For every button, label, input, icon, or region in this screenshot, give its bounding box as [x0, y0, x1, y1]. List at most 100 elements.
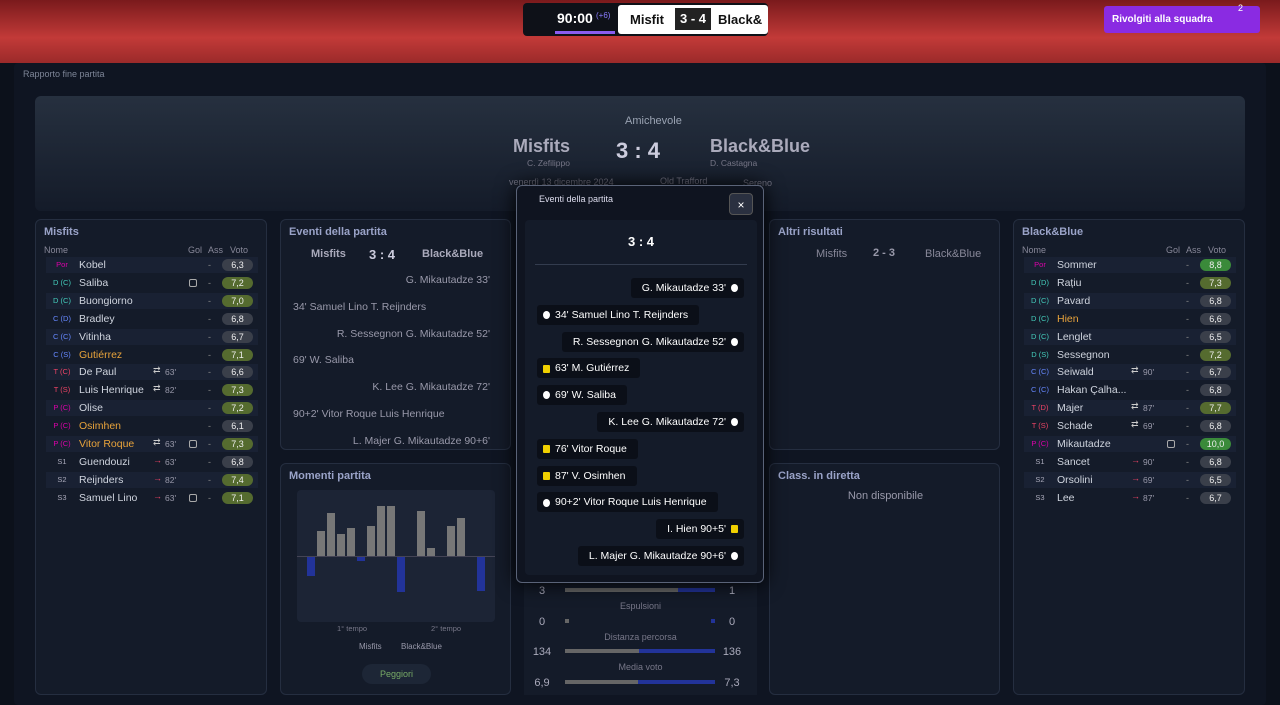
competition: Amichevole	[625, 115, 682, 127]
rating: 8,8	[1200, 259, 1231, 271]
rating: 6,5	[1200, 330, 1231, 343]
event-icon	[543, 311, 550, 320]
rating: 7,4	[222, 473, 253, 486]
bar	[397, 556, 405, 592]
position: C (D)	[53, 313, 71, 323]
score: 3 : 4	[616, 138, 661, 163]
home-team: Misfits	[512, 136, 570, 156]
stat-bar	[565, 619, 569, 623]
position: C (C)	[1031, 367, 1049, 377]
position: C (S)	[53, 349, 71, 359]
event-icon	[543, 445, 550, 454]
rating: 6,8	[1200, 420, 1231, 433]
event-text: 87' V. Osimhen	[555, 469, 626, 482]
column-header: Ass	[208, 245, 224, 255]
rating: 7,7	[1200, 402, 1231, 415]
bar	[417, 511, 425, 556]
event-icon	[543, 391, 550, 400]
position: S1	[1035, 456, 1045, 466]
team-button[interactable]: Rivolgiti alla squadra	[1104, 6, 1260, 33]
modal-title: Eventi della partita	[539, 194, 614, 204]
column-header: Voto	[1208, 245, 1227, 255]
bar	[477, 556, 485, 591]
event-icon	[731, 418, 738, 427]
event-icon	[543, 498, 550, 507]
player-row: P (C)Mikautadze--10,0	[1024, 436, 1236, 452]
player-name: Schade	[1057, 420, 1093, 433]
goals: -	[208, 385, 211, 396]
position: D (C)	[1031, 295, 1049, 305]
sub-icon: ⇄	[153, 365, 161, 376]
bar	[447, 526, 455, 556]
stat-away: 7,3	[724, 677, 740, 689]
rating: 7,3	[1200, 276, 1231, 289]
player-name: Osimhen	[79, 420, 122, 433]
axis	[297, 556, 495, 557]
event-chip: R. Sessegnon G. Mikautadze 52'	[561, 331, 744, 352]
panel-title: Misfits	[44, 226, 79, 238]
player-name: Buongiorno	[79, 294, 133, 307]
stat-bar	[565, 588, 678, 592]
rating: 6,7	[222, 330, 253, 343]
event-icon	[189, 440, 197, 448]
goals: -	[208, 456, 211, 467]
sub-minute: 63'	[165, 492, 177, 503]
rating: 6,6	[222, 366, 253, 379]
modal-body: 3 : 4 G. Mikautadze 33' 34' Samuel Lino T.…	[525, 220, 757, 575]
event-icon	[731, 337, 738, 346]
sub-minute: 63'	[165, 439, 177, 449]
goals: -	[1186, 456, 1189, 467]
player-name: Reijnders	[79, 473, 124, 486]
event-text: 90+2' Vitor Roque Luis Henrique	[555, 496, 707, 509]
rating: 7,3	[222, 438, 253, 450]
position: D (C)	[1031, 313, 1049, 323]
event: R. Sessegnon G. Mikautadze 52'	[336, 327, 490, 340]
score: 3 : 4	[627, 234, 654, 249]
away: Black&Blue	[422, 248, 484, 260]
player-row: D (C)Lenglet--6,5	[1024, 328, 1236, 345]
player-name: Gutiérrez	[79, 348, 123, 361]
axis-label: 1° tempo	[337, 624, 368, 633]
stat-home: 6,9	[534, 677, 550, 689]
event: 34' Samuel Lino T. Reijnders	[293, 300, 427, 313]
stat-home: 3	[538, 585, 546, 597]
score: 3 - 4	[675, 8, 711, 30]
close-button[interactable]: ×	[729, 193, 753, 215]
player-name: Olise	[79, 402, 103, 415]
home-manager: C. Zefilippo	[527, 158, 570, 168]
event-text: K. Lee G. Mikautadze 72'	[608, 416, 726, 428]
breadcrumb: Rapporto fine partita	[23, 69, 105, 79]
goals: -	[208, 331, 211, 342]
bar	[377, 506, 385, 556]
away: Black&Blue	[925, 248, 982, 260]
sub-minute: 82'	[165, 385, 177, 396]
goals: -	[1186, 313, 1189, 324]
player-row: D (D)Rațiu--7,3	[1024, 275, 1236, 291]
bar	[457, 518, 465, 556]
rating: 7,1	[222, 348, 253, 361]
rating: 6,7	[1200, 491, 1231, 504]
player-row: T (D)Majer⇄87'-17,7	[1024, 400, 1236, 417]
button[interactable]: Peggiori	[362, 664, 431, 684]
stat-home: 0	[538, 616, 546, 628]
goals: -	[1186, 260, 1189, 270]
axis-label: 2° tempo	[431, 624, 462, 633]
event: K. Lee G. Mikautadze 72'	[372, 381, 490, 394]
rating: 6,3	[222, 259, 253, 271]
stat-bar	[565, 649, 640, 653]
live-table: Class. in diretta Non disponibile	[769, 463, 1000, 695]
player-name: De Paul	[79, 366, 117, 379]
player-name: Luis Henrique	[79, 384, 144, 397]
player-name: Lenglet	[1057, 330, 1092, 343]
position: S2	[57, 474, 67, 484]
player-panel: Black&BlueNomeGolAssVotoPorSommer--8,8D …	[1013, 219, 1245, 695]
rating: 7,1	[222, 491, 253, 504]
rating: 6,8	[1200, 455, 1231, 468]
player-row: D (S)Sessegnon-17,2	[1024, 347, 1236, 363]
event-chip: G. Mikautadze 33'	[630, 278, 744, 298]
panel-title: Class. in diretta	[778, 470, 860, 482]
